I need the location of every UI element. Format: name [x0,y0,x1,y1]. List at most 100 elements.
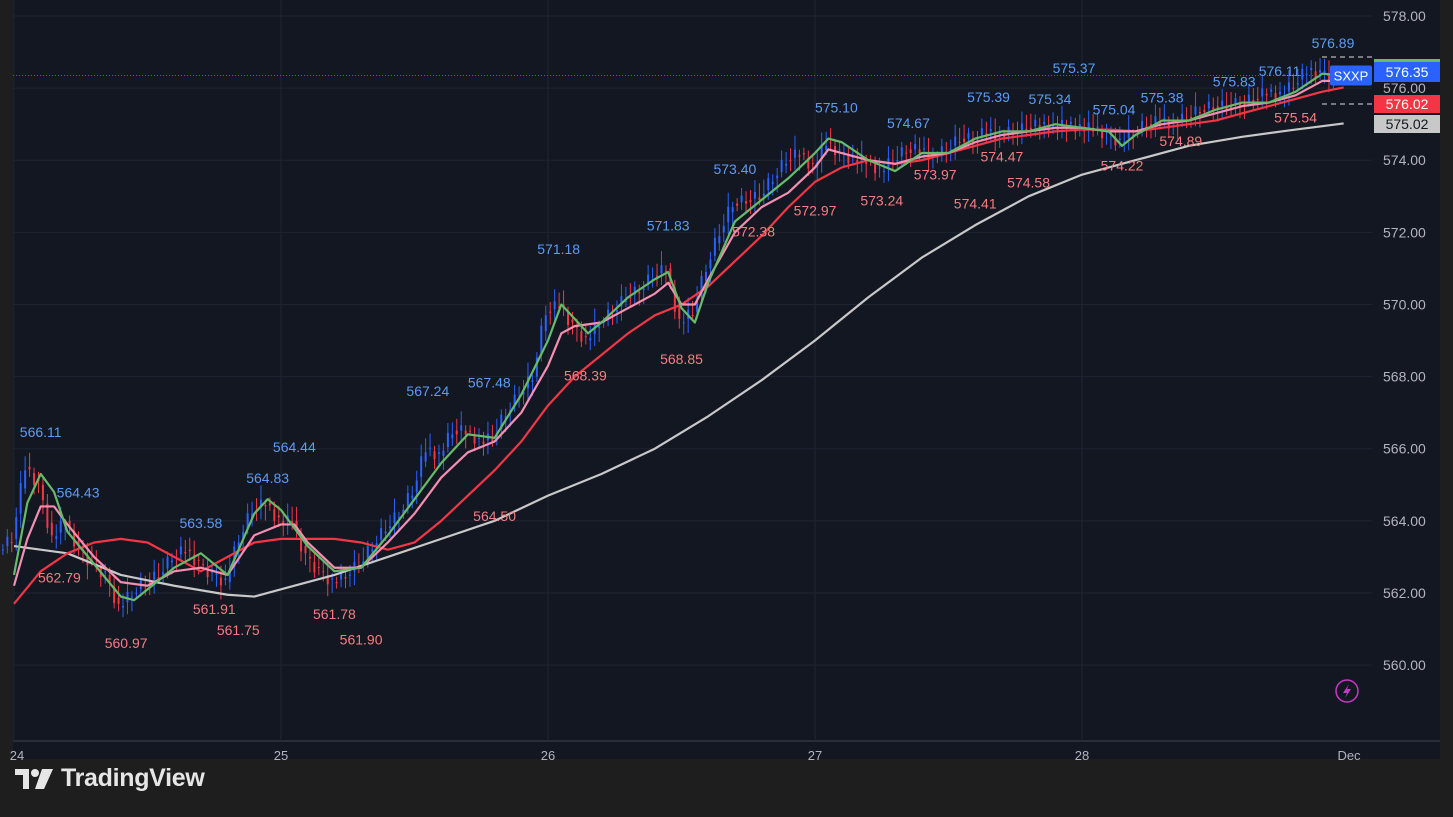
lightning-icon[interactable] [1335,679,1359,703]
candle-body [767,178,770,190]
candle-body [193,554,196,566]
tradingview-logo-icon [15,768,53,789]
candle-body [1305,73,1308,75]
brand-name: TradingView [61,764,205,792]
candle-body [273,509,276,521]
candle-body [513,394,516,407]
candle-body [389,526,392,529]
candle-body [785,163,788,166]
candle-body [371,549,374,552]
symbol-badge [1330,65,1372,86]
ma-long-line [13,122,1344,598]
candle-body [522,391,525,395]
candle-body [722,225,725,233]
price-chart[interactable]: 578.00 576.00 574.00 572.00 570.00 568.00 566.… [0,0,1453,760]
y-tick-label: 576.00 [1383,80,1426,96]
candle-body [50,522,53,536]
y-tick-label: 570.00 [1383,296,1426,312]
candle-body [1,549,4,551]
candle-body [86,554,89,566]
candle-body [531,380,534,383]
candle-body [1221,100,1224,107]
candle-body [460,425,463,431]
price-badge-label: 576.35 [1386,64,1429,80]
low-label: 574.22 [1101,157,1144,173]
candle-body [1203,109,1206,113]
candle-body [1069,121,1072,125]
candle-body [1234,98,1237,105]
candle-body [1216,106,1219,110]
candle-body [219,577,222,586]
high-label: 571.83 [647,217,690,233]
candle-body [1314,71,1317,79]
candle-body [713,237,716,256]
candle-body [709,259,712,269]
candle-body [130,596,133,598]
candle-body [1034,119,1037,127]
candle-body [1043,121,1046,125]
high-label: 576.11 [1259,63,1301,79]
candle-body [424,452,427,462]
x-tick-label: 24 [10,748,24,760]
candle-body [1132,134,1135,136]
candle-body [1207,101,1210,109]
candle-body [264,504,267,507]
candle-body [602,322,605,324]
candle-body [406,493,409,507]
candle-body [807,158,810,169]
candle-body [28,466,31,470]
candle-body [1252,100,1255,103]
ma-fast-line [12,72,1344,602]
candle-body [696,300,699,312]
candle-body [914,144,917,150]
candle-body [1327,74,1330,81]
candle-body [847,155,850,164]
candle-body [473,434,476,444]
candle-body [282,520,285,525]
candle-body [718,235,721,244]
candle-body [647,274,650,286]
candle-body [104,571,107,573]
candle-body [896,160,899,162]
high-label: 575.10 [815,100,858,116]
y-tick-label: 578.00 [1383,8,1426,24]
candle-body [304,546,307,554]
candle-body [540,325,543,354]
candle-body [117,597,120,604]
candle-body [19,482,22,514]
candle-body [985,133,988,135]
candle-body [1243,102,1246,105]
candle-body [567,312,570,326]
high-label: 567.48 [468,374,511,390]
candle-body [1247,94,1250,102]
candle-body [420,456,423,477]
high-label: 564.83 [246,470,289,486]
candle-body [1194,106,1197,115]
candle-body [878,167,881,169]
candle-body [1230,106,1233,109]
plot-area [13,0,1372,741]
candle-body [455,430,458,435]
candle-body [415,480,418,492]
candle-body [1301,69,1304,80]
candle-body [856,160,859,164]
candle-body [500,414,503,430]
ma-fast-badge-edge [1374,59,1440,62]
candle-body [179,546,182,555]
candle-body [482,441,485,444]
candle-body [1296,83,1299,85]
candle-body [464,430,467,435]
price-badge [1374,62,1440,82]
candle-body [1003,134,1006,138]
tradingview-logo[interactable]: TradingView [15,764,205,793]
candle-body [10,542,13,544]
candle-body [584,336,587,338]
high-label: 576.89 [1312,35,1355,51]
low-label: 568.39 [564,368,607,384]
low-label: 575.54 [1274,110,1317,126]
candle-body [170,560,173,563]
candle-body [780,160,783,172]
candle-body [1096,126,1099,128]
candle-body [882,170,885,172]
candle-body [402,509,405,514]
